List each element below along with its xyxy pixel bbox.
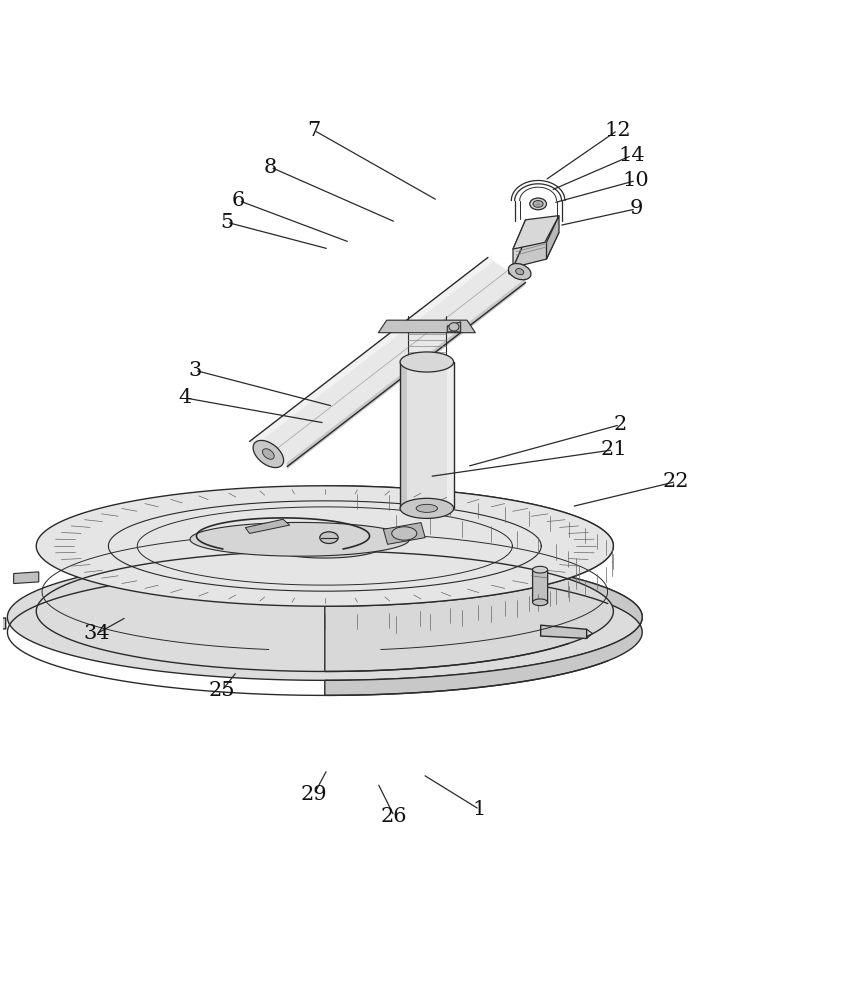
Text: 25: 25 [209, 681, 235, 700]
Polygon shape [36, 486, 325, 671]
Polygon shape [287, 278, 525, 469]
Polygon shape [249, 257, 525, 467]
Text: 29: 29 [301, 785, 328, 804]
Text: 2: 2 [614, 415, 626, 434]
Polygon shape [36, 486, 613, 606]
Ellipse shape [400, 498, 454, 518]
Text: 26: 26 [381, 807, 408, 826]
Ellipse shape [416, 504, 438, 512]
Polygon shape [190, 522, 409, 556]
Polygon shape [267, 534, 382, 558]
Text: 8: 8 [264, 158, 277, 177]
Polygon shape [253, 255, 492, 446]
Polygon shape [541, 625, 587, 639]
Ellipse shape [263, 449, 274, 459]
Ellipse shape [533, 566, 547, 573]
Polygon shape [513, 220, 525, 267]
Polygon shape [0, 618, 6, 631]
Polygon shape [400, 362, 407, 508]
Ellipse shape [400, 352, 454, 372]
Ellipse shape [533, 201, 543, 207]
Text: 4: 4 [179, 388, 192, 407]
Polygon shape [378, 320, 476, 333]
Polygon shape [245, 519, 290, 533]
Polygon shape [325, 486, 613, 671]
Text: 10: 10 [622, 171, 649, 190]
Text: 34: 34 [83, 624, 109, 643]
Polygon shape [8, 554, 642, 680]
Text: 21: 21 [600, 440, 626, 459]
Text: 3: 3 [189, 361, 202, 380]
Ellipse shape [533, 599, 547, 606]
Ellipse shape [253, 440, 284, 468]
Polygon shape [533, 569, 547, 603]
Polygon shape [400, 362, 454, 508]
Polygon shape [546, 216, 559, 259]
Text: 5: 5 [221, 213, 233, 232]
Ellipse shape [530, 198, 546, 210]
Polygon shape [383, 523, 425, 544]
Ellipse shape [509, 264, 531, 280]
Ellipse shape [392, 527, 417, 540]
Text: 7: 7 [307, 121, 321, 140]
Ellipse shape [320, 532, 338, 543]
Text: 22: 22 [663, 472, 690, 491]
Text: 9: 9 [629, 199, 642, 218]
Text: 1: 1 [473, 800, 486, 819]
Polygon shape [509, 264, 521, 274]
Text: 14: 14 [619, 146, 645, 165]
Ellipse shape [515, 269, 524, 275]
Polygon shape [513, 232, 559, 267]
Polygon shape [13, 572, 39, 584]
Polygon shape [513, 216, 559, 249]
Polygon shape [447, 322, 461, 332]
Ellipse shape [449, 323, 459, 331]
Polygon shape [447, 362, 454, 508]
Text: 6: 6 [232, 191, 245, 210]
Polygon shape [325, 554, 642, 695]
Text: 12: 12 [605, 121, 631, 140]
